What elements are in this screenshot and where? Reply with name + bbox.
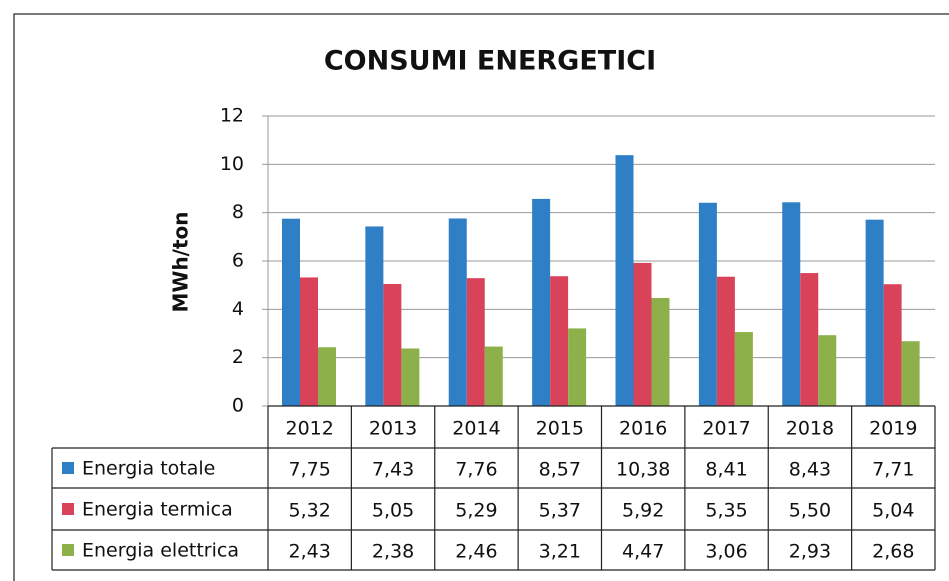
table-value: 7,75 — [289, 459, 331, 481]
table-value: 2,38 — [372, 541, 414, 563]
table-value: 3,21 — [539, 541, 581, 563]
table-value: 2,43 — [289, 541, 331, 563]
bar — [698, 202, 717, 406]
table-value: 5,04 — [872, 500, 914, 522]
y-tick-label: 0 — [232, 395, 244, 417]
bar — [532, 198, 551, 406]
table-value: 5,32 — [289, 500, 331, 522]
x-tick-label: 2012 — [286, 418, 334, 440]
y-tick-label: 8 — [232, 201, 244, 223]
bar — [568, 328, 587, 406]
bar — [484, 346, 503, 406]
x-tick-label: 2017 — [702, 418, 750, 440]
bar — [615, 155, 634, 406]
bar — [318, 347, 336, 406]
table-value: 2,46 — [455, 541, 497, 563]
chart-frame — [13, 13, 949, 581]
y-tick-label: 10 — [220, 153, 244, 175]
x-tick-label: 2018 — [786, 418, 834, 440]
bar — [782, 202, 801, 406]
y-tick-label: 12 — [220, 105, 244, 127]
table-value: 7,71 — [872, 459, 914, 481]
bar — [800, 273, 819, 406]
table-value: 5,37 — [539, 500, 581, 522]
x-tick-label: 2013 — [369, 418, 417, 440]
legend-swatch — [62, 544, 74, 556]
table-value: 8,57 — [539, 459, 581, 481]
bar — [633, 262, 652, 406]
bar — [651, 297, 670, 406]
legend-swatch — [62, 462, 74, 474]
bar — [901, 341, 920, 406]
bar — [466, 278, 485, 406]
table-value: 7,76 — [455, 459, 497, 481]
legend-swatch — [62, 503, 74, 515]
table-value: 5,92 — [622, 500, 664, 522]
table-value: 4,47 — [622, 541, 664, 563]
table-value: 8,41 — [705, 459, 747, 481]
x-tick-label: 2014 — [452, 418, 500, 440]
table-value: 2,93 — [789, 541, 831, 563]
x-tick-label: 2019 — [869, 418, 917, 440]
table-value: 2,68 — [872, 541, 914, 563]
table-value: 10,38 — [616, 459, 670, 481]
table-value: 5,35 — [705, 500, 747, 522]
bar — [282, 218, 300, 406]
bar — [383, 283, 402, 406]
legend-label: Energia totale — [82, 458, 215, 480]
bar — [818, 335, 837, 406]
legend-label: Energia termica — [82, 499, 233, 521]
bar — [448, 218, 467, 406]
y-tick-label: 6 — [232, 250, 244, 272]
table-value: 8,43 — [789, 459, 831, 481]
table-value: 7,43 — [372, 459, 414, 481]
bar — [734, 332, 753, 406]
bar — [865, 219, 884, 406]
table-value: 5,05 — [372, 500, 414, 522]
table-value: 5,50 — [789, 500, 831, 522]
bar — [716, 276, 735, 406]
legend-label: Energia elettrica — [82, 540, 239, 562]
y-axis-label: MWh/ton — [169, 211, 193, 312]
x-tick-label: 2016 — [619, 418, 667, 440]
y-tick-label: 4 — [232, 298, 244, 320]
y-tick-label: 2 — [232, 346, 244, 368]
table-value: 3,06 — [705, 541, 747, 563]
table-value: 5,29 — [455, 500, 497, 522]
bar — [550, 276, 569, 406]
bar — [883, 284, 902, 406]
bar — [300, 277, 318, 406]
bar — [401, 348, 420, 406]
bar — [365, 226, 384, 406]
x-tick-label: 2015 — [536, 418, 584, 440]
chart-title: CONSUMI ENERGETICI — [324, 46, 656, 77]
